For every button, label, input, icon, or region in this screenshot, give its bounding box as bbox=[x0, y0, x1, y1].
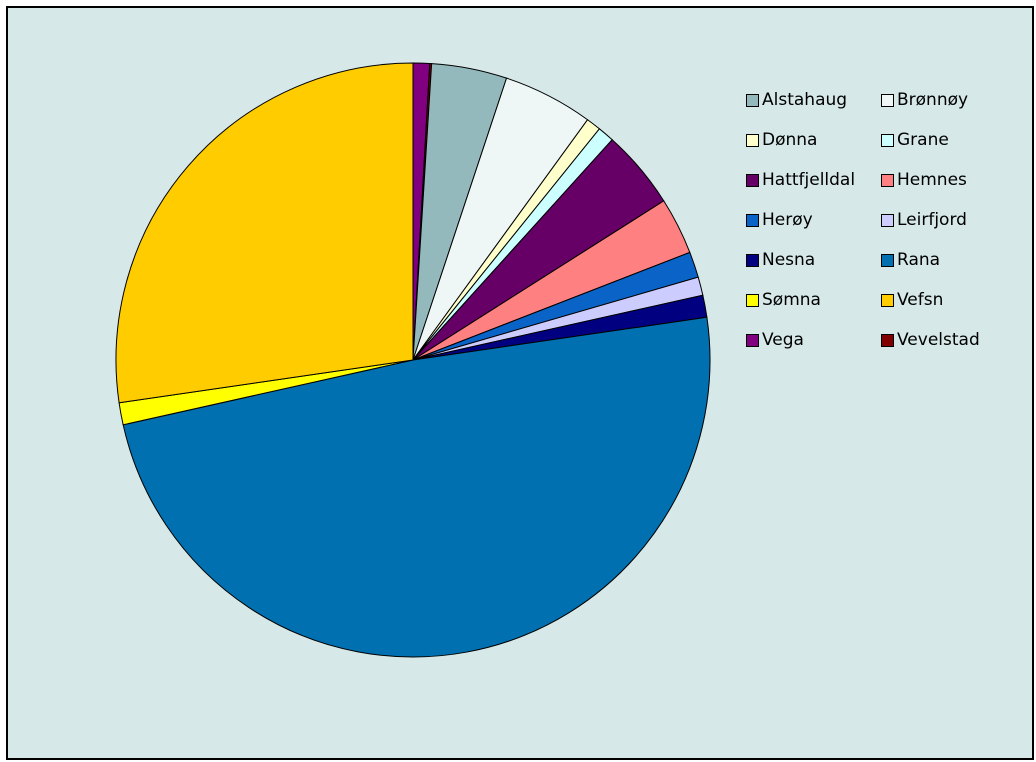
pie-slice-vefsn bbox=[115, 62, 414, 404]
legend-swatch bbox=[881, 173, 894, 187]
legend-label: Sømna bbox=[762, 290, 821, 310]
legend-swatch bbox=[881, 213, 894, 227]
legend-item: Vevelstad bbox=[881, 326, 1021, 354]
legend-item: Nesna bbox=[746, 246, 881, 274]
legend-swatch bbox=[881, 93, 894, 107]
legend-swatch bbox=[881, 333, 894, 347]
legend-swatch bbox=[881, 253, 894, 267]
legend-item: Hemnes bbox=[881, 166, 1021, 194]
legend-label: Vevelstad bbox=[897, 330, 980, 350]
legend-label: Hemnes bbox=[897, 170, 967, 190]
legend-swatch bbox=[746, 133, 759, 147]
legend-label: Herøy bbox=[762, 210, 813, 230]
legend-label: Brønnøy bbox=[897, 90, 969, 110]
legend-label: Vega bbox=[762, 330, 804, 350]
legend-label: Nesna bbox=[762, 250, 816, 270]
legend-label: Alstahaug bbox=[762, 90, 848, 110]
legend-swatch bbox=[746, 93, 759, 107]
legend-item: Sømna bbox=[746, 286, 881, 314]
legend-swatch bbox=[746, 213, 759, 227]
legend-label: Dønna bbox=[762, 130, 818, 150]
legend-item: Vega bbox=[746, 326, 881, 354]
pie-slice-rana bbox=[122, 316, 711, 658]
legend-swatch bbox=[881, 293, 894, 307]
chart-area: Alstahaug Brønnøy Dønna Grane Hattfjelldal He… bbox=[6, 6, 1034, 760]
legend-swatch bbox=[746, 333, 759, 347]
legend-label: Vefsn bbox=[897, 290, 944, 310]
legend-item: Grane bbox=[881, 126, 1021, 154]
pie-chart bbox=[115, 62, 711, 658]
legend-item: Rana bbox=[881, 246, 1021, 274]
legend-label: Hattfjelldal bbox=[762, 170, 856, 190]
legend-item: Dønna bbox=[746, 126, 881, 154]
legend-item: Vefsn bbox=[881, 286, 1021, 314]
legend-swatch bbox=[746, 253, 759, 267]
legend-item: Alstahaug bbox=[746, 86, 881, 114]
legend-item: Brønnøy bbox=[881, 86, 1021, 114]
legend-label: Grane bbox=[897, 130, 949, 150]
legend-item: Hattfjelldal bbox=[746, 166, 881, 194]
legend-swatch bbox=[881, 133, 894, 147]
legend-item: Leirfjord bbox=[881, 206, 1021, 234]
legend-label: Leirfjord bbox=[897, 210, 967, 230]
legend-label: Rana bbox=[897, 250, 941, 270]
legend-item: Herøy bbox=[746, 206, 881, 234]
chart-legend: Alstahaug Brønnøy Dønna Grane Hattfjelldal He… bbox=[746, 86, 1036, 354]
legend-swatch bbox=[746, 293, 759, 307]
legend-swatch bbox=[746, 173, 759, 187]
